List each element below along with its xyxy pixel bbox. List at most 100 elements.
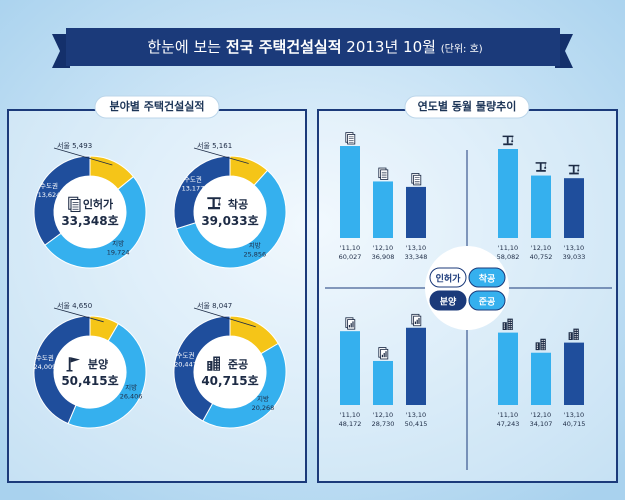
bar-category-label: '12,10 <box>531 411 551 419</box>
center-badge-label: 착공 <box>479 273 496 285</box>
donut-category-label: 분양 <box>88 357 108 371</box>
center-badge <box>429 267 467 288</box>
slice-value-region: 20,268 <box>252 404 275 412</box>
center-circle <box>425 246 509 330</box>
building-window <box>508 328 510 330</box>
bar-value-label: 48,172 <box>339 420 362 428</box>
bar-value-label: 40,715 <box>563 420 586 428</box>
building-window <box>503 325 505 327</box>
building-window <box>541 342 543 344</box>
building-window <box>541 346 543 348</box>
title-ribbon <box>66 28 560 66</box>
building-window <box>574 331 576 333</box>
building-window <box>576 338 578 340</box>
building-window <box>508 321 510 323</box>
slice-value-region: 19,724 <box>107 248 130 256</box>
document-icon <box>68 196 81 213</box>
building-icon <box>535 338 546 351</box>
doc-sheet-front <box>70 198 81 213</box>
building-window <box>536 343 538 345</box>
doc-bar <box>418 317 420 324</box>
slice-label-region: 지방 <box>125 383 137 392</box>
bar-value-label: 36,908 <box>372 253 395 261</box>
building-window <box>208 367 211 370</box>
building-right <box>573 328 579 341</box>
bar-'11,10 <box>340 146 360 238</box>
doc-bar <box>381 354 383 358</box>
building-window <box>576 334 578 336</box>
building-window <box>510 319 512 321</box>
building-icon <box>568 328 579 341</box>
slice-label-metro: 수도권 <box>184 176 202 184</box>
bar-category-label: '13,10 <box>564 411 584 419</box>
bar-'13,10 <box>406 186 426 238</box>
doc-bar <box>348 324 350 328</box>
doc-bar <box>385 351 387 358</box>
building-window <box>569 335 571 337</box>
building-window <box>541 348 543 350</box>
document-icon <box>378 167 389 180</box>
bar-'13,10 <box>564 342 584 405</box>
seoul-leader-line <box>53 147 113 166</box>
building-window <box>208 362 211 364</box>
crane-arm <box>502 135 514 138</box>
slice-value-metro: 24,009 <box>34 363 57 371</box>
bar-'11,10 <box>340 331 360 405</box>
building-window <box>543 339 545 342</box>
slice-value-region: 26,406 <box>120 393 143 401</box>
donut-total-label: 33,348호 <box>61 214 118 228</box>
page-title: 한눈에 보는 전국 주택건설실적 2013년 10월 (단위: 호) <box>70 28 560 66</box>
building-window <box>508 324 510 326</box>
crane-base <box>503 143 513 146</box>
document-icon <box>345 132 356 145</box>
building-window <box>543 348 545 350</box>
slice-value-metro: 20,447 <box>174 360 197 368</box>
bar-value-label: 47,243 <box>497 420 520 428</box>
crane-icon <box>207 197 221 210</box>
doc-bar <box>352 321 354 328</box>
title-date: 2013년 10월 <box>346 38 436 56</box>
center-badge <box>429 290 467 311</box>
flag-cloth <box>70 357 80 363</box>
crane-mast <box>212 198 215 207</box>
building-window <box>214 360 217 362</box>
bar-category-label: '13,10 <box>564 244 584 252</box>
bar-category-label: '11,10 <box>340 244 360 252</box>
building-window <box>503 327 505 329</box>
title-ribbon-tail-left <box>52 34 70 68</box>
bar-category-label: '11,10 <box>340 411 360 419</box>
building-window <box>574 336 576 338</box>
building-window <box>543 342 545 344</box>
seoul-leader-line <box>193 307 256 328</box>
slice-label-seoul: 서울 5,161 <box>197 141 232 150</box>
right-section-title: 연도별 동월 물량추이 <box>417 100 517 113</box>
building-window <box>217 365 219 368</box>
bar-category-label: '13,10 <box>406 244 426 252</box>
building-window <box>503 323 505 325</box>
building-right <box>213 356 220 371</box>
bar-category-label: '12,10 <box>531 244 551 252</box>
donut-total-label: 50,415호 <box>61 374 118 388</box>
bar-value-label: 50,415 <box>405 420 428 428</box>
bar-category-label: '11,10 <box>498 411 518 419</box>
bar-value-label: 34,107 <box>530 420 553 428</box>
donut-slice-수도권 <box>33 155 91 246</box>
bar-value-label: 39,033 <box>563 253 586 261</box>
slice-label-metro: 수도권 <box>36 354 54 362</box>
building-window <box>208 365 211 367</box>
bar-'12,10 <box>531 352 551 405</box>
crane-load <box>577 169 580 172</box>
slice-value-metro: 13,624 <box>38 191 61 199</box>
building-window <box>508 319 510 321</box>
donut-hole <box>54 336 126 408</box>
donut-total-label: 40,715호 <box>201 374 258 388</box>
bar-value-label: 33,348 <box>405 253 428 261</box>
bar-category-label: '12,10 <box>373 244 393 252</box>
crane-mast <box>572 165 575 173</box>
donut-hole <box>54 176 126 248</box>
building-window <box>536 345 538 347</box>
